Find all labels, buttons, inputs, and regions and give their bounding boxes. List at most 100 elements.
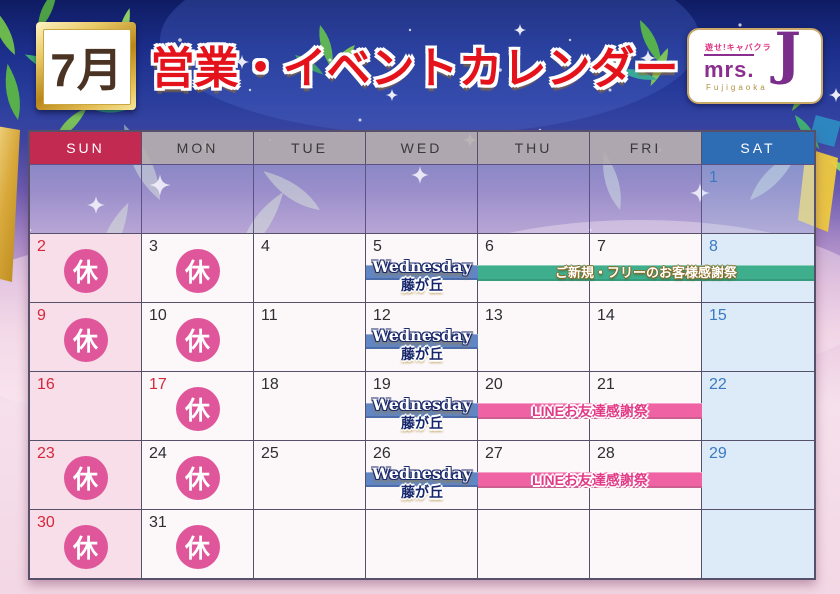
day-cell-14: 14 xyxy=(590,302,702,371)
logo-brand: mrs. xyxy=(704,54,755,83)
day-number: 20 xyxy=(485,376,503,393)
day-number: 10 xyxy=(149,307,167,324)
day-number: 9 xyxy=(37,307,46,324)
month-badge: 7月 xyxy=(36,22,136,110)
day-header-fri: FRI xyxy=(590,132,702,164)
day-number: 23 xyxy=(37,445,55,462)
day-cell-13: 13 xyxy=(478,302,590,371)
day-cell-empty xyxy=(366,509,478,578)
day-cell-29: 29 xyxy=(702,440,814,509)
day-cell-6: 6 xyxy=(478,233,590,302)
day-number: 11 xyxy=(261,307,278,324)
closed-day-badge: 休 xyxy=(63,318,108,362)
day-cell-5: 5 xyxy=(366,233,478,302)
day-cell-28: 28 xyxy=(590,440,702,509)
day-number: 3 xyxy=(149,238,158,255)
day-number: 12 xyxy=(373,307,391,324)
day-cell-20: 20 xyxy=(478,371,590,440)
day-cell-30: 30 休 xyxy=(30,509,142,578)
day-cell-empty xyxy=(254,164,366,233)
day-cell-empty xyxy=(142,164,254,233)
day-header-tue: TUE xyxy=(254,132,366,164)
calendar-body: 1 2 休 3 休 4 5 6 7 8 9 休 10 休 11 12 13 14 15 16 17 休 18 19 20 21 22… xyxy=(30,164,814,578)
day-cell-empty xyxy=(30,164,142,233)
logo-tagline: 遊せ!キャバクラ xyxy=(705,43,772,52)
day-number: 16 xyxy=(37,376,55,393)
page-title: 営業・イベントカレンダー xyxy=(150,44,679,93)
day-number: 22 xyxy=(709,376,727,393)
day-number: 5 xyxy=(373,238,382,255)
calendar-grid: SUN MON TUE WED THU FRI SAT 1 2 休 3 休 4 5 6 7 8 9 休 10 休 11 1… xyxy=(28,130,816,580)
day-cell-18: 18 xyxy=(254,371,366,440)
day-cell-23: 23 休 xyxy=(30,440,142,509)
day-cell-25: 25 xyxy=(254,440,366,509)
day-cell-15: 15 xyxy=(702,302,814,371)
day-number: 4 xyxy=(261,238,270,255)
day-cell-26: 26 xyxy=(366,440,478,509)
closed-day-badge: 休 xyxy=(175,318,220,362)
day-number: 21 xyxy=(597,376,615,393)
day-cell-19: 19 xyxy=(366,371,478,440)
day-number: 13 xyxy=(485,307,503,324)
day-cell-empty xyxy=(702,509,814,578)
day-cell-7: 7 xyxy=(590,233,702,302)
day-cell-empty xyxy=(478,509,590,578)
day-header-sat: SAT xyxy=(702,132,814,164)
month-label: 7月 xyxy=(50,44,124,96)
closed-day-badge: 休 xyxy=(63,525,108,569)
day-cell-12: 12 xyxy=(366,302,478,371)
day-number: 6 xyxy=(485,238,494,255)
day-number: 28 xyxy=(597,445,615,462)
day-header-row: SUN MON TUE WED THU FRI SAT xyxy=(30,132,814,164)
day-number: 24 xyxy=(149,445,167,462)
logo-location: Fujigaoka xyxy=(706,83,768,92)
logo-initial: J xyxy=(774,21,802,87)
day-header-thu: THU xyxy=(478,132,590,164)
day-number: 18 xyxy=(261,376,279,393)
day-cell-empty xyxy=(590,164,702,233)
day-cell-31: 31 休 xyxy=(142,509,254,578)
month-badge-inner: 7月 xyxy=(43,29,131,105)
day-header-sun: SUN xyxy=(30,132,142,164)
day-number: 25 xyxy=(261,445,279,462)
day-number: 31 xyxy=(149,514,167,531)
day-number: 27 xyxy=(485,445,503,462)
day-number: 19 xyxy=(373,376,391,393)
day-header-wed: WED xyxy=(366,132,478,164)
closed-day-badge: 休 xyxy=(175,456,220,500)
closed-day-badge: 休 xyxy=(175,387,220,431)
day-header-mon: MON xyxy=(142,132,254,164)
closed-day-badge: 休 xyxy=(175,249,220,293)
day-cell-empty xyxy=(478,164,590,233)
day-cell-8: 8 xyxy=(702,233,814,302)
brand-logo: 遊せ!キャバクラ mrs. J Fujigaoka xyxy=(687,21,823,104)
day-number: 26 xyxy=(373,445,391,462)
day-cell-empty xyxy=(366,164,478,233)
day-number: 17 xyxy=(149,376,167,393)
day-number: 14 xyxy=(597,307,615,324)
day-cell-1: 1 xyxy=(702,164,814,233)
day-cell-4: 4 xyxy=(254,233,366,302)
day-cell-27: 27 xyxy=(478,440,590,509)
day-number: 1 xyxy=(709,169,718,186)
day-cell-empty xyxy=(590,509,702,578)
day-cell-16: 16 xyxy=(30,371,142,440)
day-cell-17: 17 休 xyxy=(142,371,254,440)
day-cell-24: 24 休 xyxy=(142,440,254,509)
day-number: 15 xyxy=(709,307,727,324)
closed-day-badge: 休 xyxy=(63,456,108,500)
day-number: 29 xyxy=(709,445,727,462)
closed-day-badge: 休 xyxy=(63,249,108,293)
day-number: 30 xyxy=(37,514,55,531)
day-number: 8 xyxy=(709,238,718,255)
day-cell-10: 10 休 xyxy=(142,302,254,371)
day-number: 2 xyxy=(37,238,46,255)
day-number: 7 xyxy=(597,238,606,255)
day-cell-empty xyxy=(254,509,366,578)
day-cell-22: 22 xyxy=(702,371,814,440)
closed-day-badge: 休 xyxy=(175,525,220,569)
day-cell-11: 11 xyxy=(254,302,366,371)
